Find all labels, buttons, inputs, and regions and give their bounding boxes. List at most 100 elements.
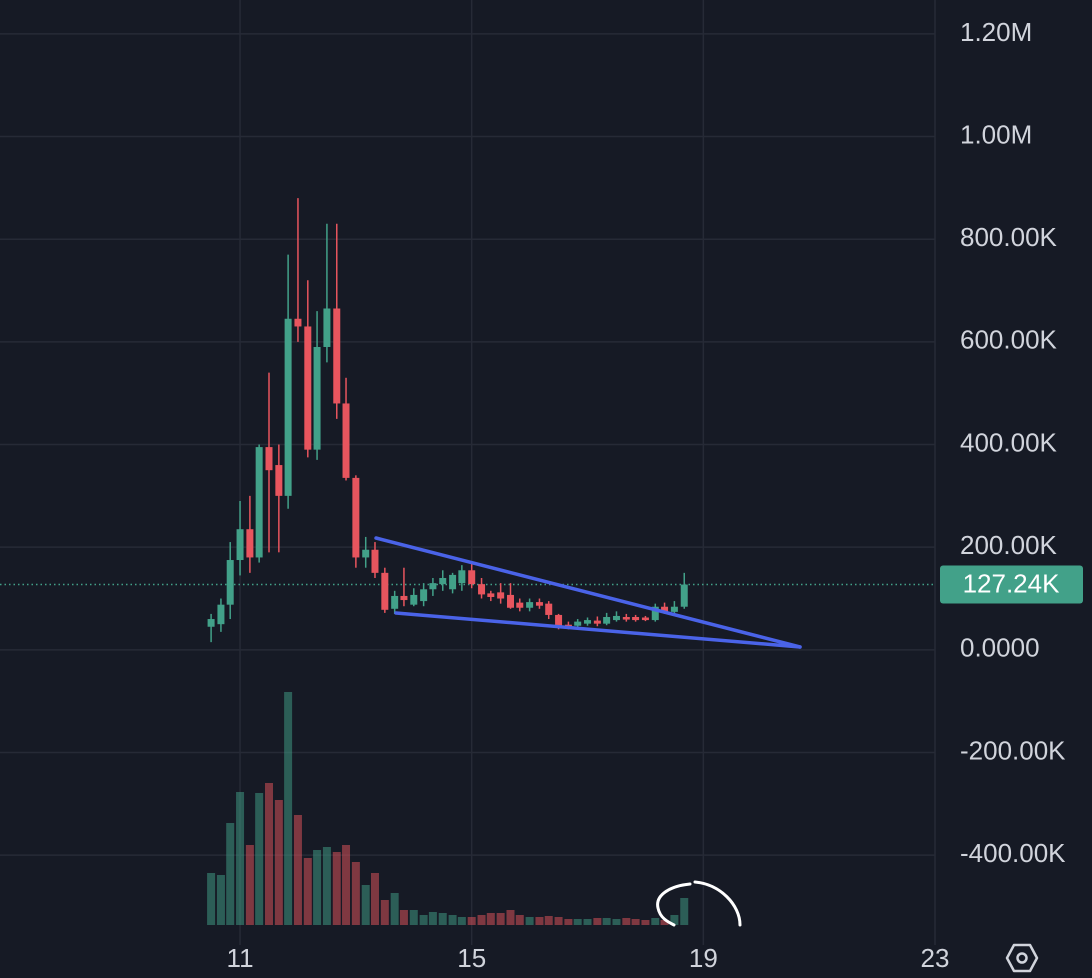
candle-body <box>236 529 244 561</box>
grid <box>0 0 936 945</box>
candle-body <box>400 595 408 601</box>
trendlines <box>374 536 802 649</box>
x-tick-label: 15 <box>457 943 486 973</box>
trendline-lower <box>394 611 802 649</box>
candle-body <box>265 447 273 471</box>
volume-bar <box>332 852 341 925</box>
candle-body <box>584 620 592 624</box>
volume-pane <box>207 692 689 925</box>
volume-bar <box>477 915 486 925</box>
candle-body <box>449 574 457 590</box>
candle-body <box>352 477 360 558</box>
volume-bar <box>380 900 389 925</box>
volume-bar <box>544 916 553 925</box>
candle-body <box>284 318 292 496</box>
y-tick-label: 400.00K <box>960 427 1058 457</box>
volume-bar <box>506 910 515 925</box>
volume-bar <box>274 800 283 925</box>
candle-body <box>612 615 620 621</box>
x-tick-label: 11 <box>227 943 254 973</box>
candle-body <box>478 584 486 595</box>
candle-body <box>641 617 649 621</box>
volume-bar <box>622 918 631 925</box>
candle-body <box>429 583 437 590</box>
candle-body <box>217 604 225 625</box>
volume-bar <box>342 845 351 925</box>
last-price-label: 127.24K <box>963 568 1061 598</box>
candle-body <box>342 403 350 478</box>
volume-bar <box>236 792 245 925</box>
y-tick-label: 800.00K <box>960 222 1058 252</box>
volume-bar <box>670 915 679 925</box>
candle-body <box>391 595 399 609</box>
candle-body <box>304 326 312 450</box>
candle-body <box>507 594 515 608</box>
volume-bar <box>226 823 235 925</box>
candle-body <box>246 529 254 558</box>
x-tick-label: 23 <box>921 943 950 973</box>
volume-bar <box>428 912 437 925</box>
candle-body <box>545 603 553 615</box>
y-tick-label: 1.20M <box>960 17 1032 47</box>
volume-bar <box>313 850 322 925</box>
volume-bar <box>612 919 621 925</box>
volume-bar <box>602 918 611 925</box>
candle-body <box>313 346 321 450</box>
candle-body <box>207 619 215 627</box>
candle-body <box>294 318 302 327</box>
volume-bar <box>351 862 360 925</box>
candle-body <box>371 549 379 573</box>
trendline-upper <box>374 536 802 649</box>
candle-body <box>661 606 669 612</box>
y-tick-label: 600.00K <box>960 325 1058 355</box>
price-axis: 1.20M 1.00M 800.00K 600.00K 400.00K 200.00K 0.… <box>940 17 1083 868</box>
volume-bar <box>573 919 582 925</box>
volume-bar <box>583 919 592 925</box>
candle-body <box>226 560 234 605</box>
volume-bar <box>409 910 418 925</box>
volume-bar <box>216 875 225 925</box>
volume-bar <box>255 793 264 925</box>
volume-bar <box>448 915 457 925</box>
volume-bar <box>207 873 216 925</box>
candle-body <box>555 614 563 626</box>
volume-bar <box>515 915 524 925</box>
candle-body <box>362 549 370 558</box>
volume-bar <box>496 913 505 925</box>
settings-icon[interactable] <box>1005 943 1039 973</box>
y-tick-label: -200.00K <box>960 735 1066 765</box>
volume-bar <box>361 885 370 925</box>
settings-button[interactable] <box>1005 943 1039 973</box>
y-tick-label: 1.00M <box>960 119 1032 149</box>
volume-bar <box>651 918 660 925</box>
volume-bar <box>322 847 331 925</box>
candle-body <box>603 616 611 624</box>
candles <box>207 198 688 643</box>
volume-bar <box>660 920 669 925</box>
volume-bar <box>593 918 602 925</box>
volume-bar <box>554 917 563 925</box>
volume-bar <box>399 910 408 925</box>
candle-body <box>680 584 688 607</box>
volume-bar <box>293 815 302 925</box>
candle-body <box>381 572 389 610</box>
candle-body <box>632 616 640 621</box>
volume-bar <box>419 915 428 925</box>
candle-body <box>410 594 418 605</box>
candle-body <box>535 602 543 606</box>
volume-bar <box>390 893 399 925</box>
volume-bar <box>535 917 544 925</box>
volume-bar <box>245 845 254 925</box>
candle-body <box>275 465 283 496</box>
candle-body <box>323 308 331 347</box>
candle-body <box>458 570 466 584</box>
volume-bar <box>370 873 379 925</box>
last-price-badge <box>940 565 1083 604</box>
volume-bar <box>284 692 293 925</box>
settings-icon-center[interactable] <box>1016 952 1028 964</box>
candle-body <box>622 616 630 620</box>
candle-body <box>255 447 263 558</box>
hand-drawn-circle <box>656 880 742 927</box>
volume-bar <box>680 898 689 925</box>
